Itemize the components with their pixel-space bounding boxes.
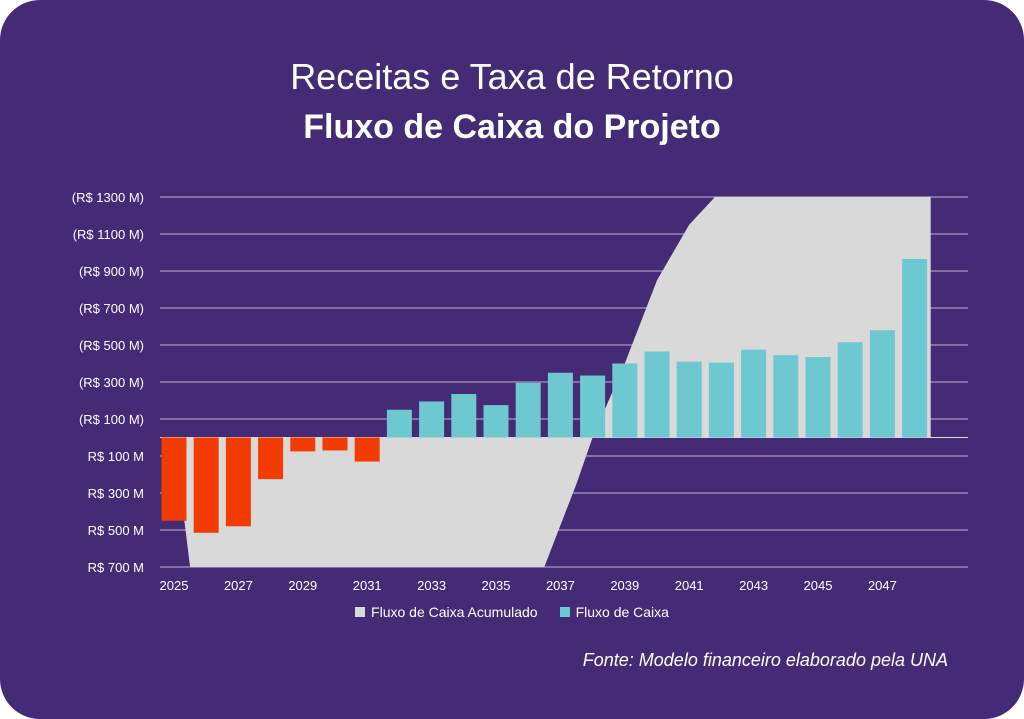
cash-flow-bar bbox=[161, 437, 187, 521]
x-tick-label: 2031 bbox=[353, 578, 382, 593]
x-tick-label: 2039 bbox=[610, 578, 639, 593]
legend-swatch-cumulative bbox=[355, 607, 366, 617]
x-tick-label: 2035 bbox=[482, 578, 511, 593]
cash-flow-bar bbox=[741, 349, 767, 438]
chart-subtitle: Fluxo de Caixa do Projeto bbox=[303, 108, 721, 146]
cash-flow-bar bbox=[837, 342, 863, 438]
y-tick-label: R$ 300 M bbox=[88, 486, 144, 501]
y-tick-label: R$ 500 M bbox=[88, 523, 144, 538]
cash-flow-bar bbox=[290, 437, 316, 452]
x-tick-label: 2045 bbox=[804, 578, 833, 593]
cash-flow-bar bbox=[258, 437, 284, 480]
y-tick-label: (R$ 700 M) bbox=[79, 301, 144, 316]
cash-flow-bar bbox=[869, 330, 895, 438]
legend-label-cumulative: Fluxo de Caixa Acumulado bbox=[371, 604, 538, 620]
x-tick-label: 2029 bbox=[288, 578, 317, 593]
cash-flow-bar bbox=[354, 437, 380, 462]
cash-flow-bar bbox=[708, 362, 734, 438]
x-tick-label: 2027 bbox=[224, 578, 253, 593]
cash-flow-bar bbox=[676, 361, 702, 438]
cash-flow-bar bbox=[773, 355, 799, 438]
cash-flow-bar bbox=[386, 409, 412, 438]
chart-legend: Fluxo de Caixa Acumulado Fluxo de Caixa bbox=[0, 604, 1024, 620]
cash-flow-bar bbox=[193, 437, 219, 533]
cash-flow-bar bbox=[580, 375, 606, 438]
legend-item-cash-flow: Fluxo de Caixa bbox=[559, 604, 669, 620]
cash-flow-bar bbox=[515, 382, 541, 438]
cash-flow-bar bbox=[902, 258, 928, 438]
x-tick-label: 2037 bbox=[546, 578, 575, 593]
y-tick-label: (R$ 500 M) bbox=[79, 338, 144, 353]
cumulative-area bbox=[174, 197, 931, 567]
x-tick-label: 2041 bbox=[675, 578, 704, 593]
x-tick-label: 2033 bbox=[417, 578, 446, 593]
y-tick-label: (R$ 900 M) bbox=[79, 264, 144, 279]
y-tick-label: R$ 100 M bbox=[88, 449, 144, 464]
cash-flow-bar bbox=[644, 351, 670, 438]
y-tick-label: (R$ 1300 M) bbox=[72, 190, 144, 205]
legend-label-cash-flow: Fluxo de Caixa bbox=[575, 604, 669, 620]
x-tick-label: 2043 bbox=[739, 578, 768, 593]
cash-flow-bar bbox=[225, 437, 251, 527]
y-tick-label: R$ 700 M bbox=[88, 560, 144, 575]
y-tick-label: (R$ 100 M) bbox=[79, 412, 144, 427]
cash-flow-bar bbox=[547, 372, 573, 438]
cash-flow-bar bbox=[805, 357, 831, 438]
cash-flow-bar bbox=[612, 363, 638, 438]
cash-flow-bar bbox=[419, 401, 445, 438]
legend-item-cumulative: Fluxo de Caixa Acumulado bbox=[355, 604, 538, 620]
cash-flow-bar bbox=[322, 437, 348, 451]
x-tick-label: 2047 bbox=[868, 578, 897, 593]
legend-swatch-cash-flow bbox=[559, 607, 570, 617]
chart-title: Receitas e Taxa de Retorno bbox=[290, 56, 734, 97]
y-tick-label: (R$ 1100 M) bbox=[73, 227, 144, 242]
x-tick-label: 2025 bbox=[160, 578, 189, 593]
y-tick-label: (R$ 300 M) bbox=[79, 375, 144, 390]
cash-flow-bar bbox=[483, 405, 509, 438]
cash-flow-bar bbox=[451, 394, 477, 438]
source-note: Fonte: Modelo financeiro elaborado pela … bbox=[582, 650, 948, 670]
